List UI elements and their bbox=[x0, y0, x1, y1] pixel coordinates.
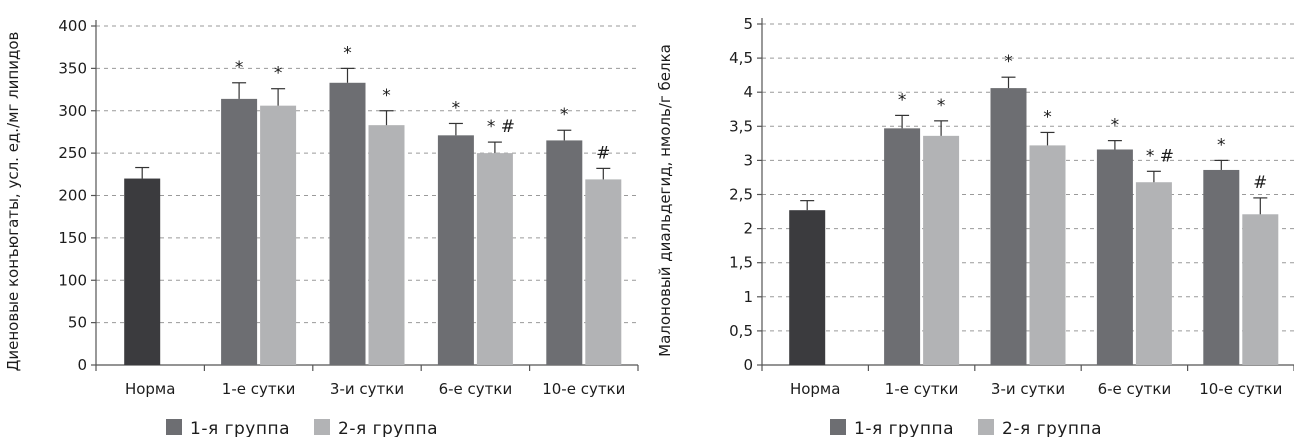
bar-group1 bbox=[546, 140, 583, 365]
significance-mark: * bbox=[452, 98, 461, 118]
x-category-label: 3-и сутки bbox=[991, 380, 1065, 398]
malonovyi-dialdegid-chart: 0 0,5 1 1,5 2 2,5 3 3,5 4 4,5 5 Малоновый диальдеги… bbox=[650, 0, 1294, 437]
y-tick-label: 0,5 bbox=[729, 322, 753, 340]
significance-mark: * bbox=[382, 86, 391, 106]
legend-label-group1: 1-я группа bbox=[190, 419, 290, 437]
y-tick-label: 5 bbox=[743, 15, 753, 33]
y-tick-label: 250 bbox=[58, 144, 87, 162]
bar-group2 bbox=[923, 135, 960, 365]
y-axis-label: Диеновые конъюгаты, усл. ед./мг липидов bbox=[4, 32, 22, 372]
y-tick-label: 150 bbox=[58, 229, 87, 247]
significance-mark: * bbox=[560, 105, 569, 125]
legend-swatch-group2 bbox=[978, 419, 994, 435]
y-tick-label: 0 bbox=[743, 356, 753, 374]
y-tick-label: 1,5 bbox=[729, 254, 753, 272]
x-category-label: Норма bbox=[790, 380, 841, 398]
x-category-label: 10-е сутки bbox=[542, 380, 625, 398]
significance-mark: * bbox=[898, 90, 907, 110]
bar-group1 bbox=[1096, 149, 1133, 365]
significance-mark: * bbox=[274, 64, 283, 84]
bar-group2 bbox=[1242, 214, 1279, 365]
y-tick-label: 400 bbox=[58, 17, 87, 35]
y-tick-label: 4 bbox=[743, 83, 753, 101]
significance-mark: * bbox=[1004, 52, 1013, 72]
bar-group1 bbox=[221, 98, 258, 365]
significance-mark: * # bbox=[487, 117, 515, 137]
y-axis-label: Малоновый диальдегид, нмоль/г белка bbox=[656, 44, 674, 357]
bar-group1 bbox=[990, 88, 1027, 365]
dienovye-konyugaty-chart: 0 50 100 150 200 250 300 350 400 Диеновые конъюга… bbox=[4, 17, 639, 437]
legend-label-group2: 2-я группа bbox=[1002, 419, 1102, 437]
significance-mark: * bbox=[1043, 107, 1052, 127]
y-tick-label: 50 bbox=[68, 314, 87, 332]
significance-mark: * bbox=[1111, 116, 1120, 136]
legend-swatch-group1 bbox=[166, 419, 182, 435]
y-tick-label: 0 bbox=[77, 356, 87, 374]
significance-mark: * # bbox=[1146, 146, 1174, 166]
y-tick-label: 3 bbox=[743, 151, 753, 169]
legend-swatch-group2 bbox=[314, 419, 330, 435]
bar-group1 bbox=[1203, 169, 1240, 365]
x-category-label: Норма bbox=[125, 380, 176, 398]
legend-label-group2: 2-я группа bbox=[338, 419, 438, 437]
significance-mark: * bbox=[937, 96, 946, 116]
y-tick-label: 4,5 bbox=[729, 49, 753, 67]
legend-label-group1: 1-я группа bbox=[854, 419, 954, 437]
y-tick-label: 100 bbox=[58, 271, 87, 289]
bar-group1 bbox=[437, 135, 474, 365]
bar-group2 bbox=[585, 179, 622, 365]
x-category-label: 1-е сутки bbox=[222, 380, 296, 398]
y-tick-label: 1 bbox=[743, 288, 753, 306]
significance-mark: * bbox=[1217, 135, 1226, 155]
x-category-label: 3-и сутки bbox=[330, 380, 404, 398]
bar-group2 bbox=[476, 153, 513, 365]
x-category-label: 6-е сутки bbox=[439, 380, 513, 398]
bar-group2 bbox=[368, 125, 405, 365]
bar-group1 bbox=[329, 82, 366, 365]
significance-mark: # bbox=[1253, 173, 1267, 193]
significance-mark: * bbox=[235, 58, 244, 78]
chart-canvas-right: 0 0,5 1 1,5 2 2,5 3 3,5 4 4,5 5 Малоновый диальдеги… bbox=[656, 15, 1294, 437]
bar-group2 bbox=[1135, 182, 1172, 365]
chart-canvas-left: 0 50 100 150 200 250 300 350 400 Диеновые конъюга… bbox=[4, 17, 639, 437]
legend-swatch-group1 bbox=[830, 419, 846, 435]
bar-group2 bbox=[1029, 145, 1066, 365]
y-tick-label: 350 bbox=[58, 59, 87, 77]
x-category-label: 1-е сутки bbox=[885, 380, 959, 398]
y-tick-label: 3,5 bbox=[729, 117, 753, 135]
y-tick-label: 300 bbox=[58, 102, 87, 120]
y-tick-label: 200 bbox=[58, 187, 87, 205]
significance-mark: # bbox=[596, 143, 610, 163]
y-tick-label: 2 bbox=[743, 220, 753, 238]
significance-mark: * bbox=[343, 43, 352, 63]
y-tick-label: 2,5 bbox=[729, 186, 753, 204]
x-category-label: 6-е сутки bbox=[1098, 380, 1172, 398]
bar-norm bbox=[124, 178, 161, 365]
bar-group1 bbox=[884, 128, 921, 365]
bar-group2 bbox=[260, 105, 297, 365]
bar-norm bbox=[789, 210, 826, 365]
x-category-label: 10-е сутки bbox=[1199, 380, 1282, 398]
